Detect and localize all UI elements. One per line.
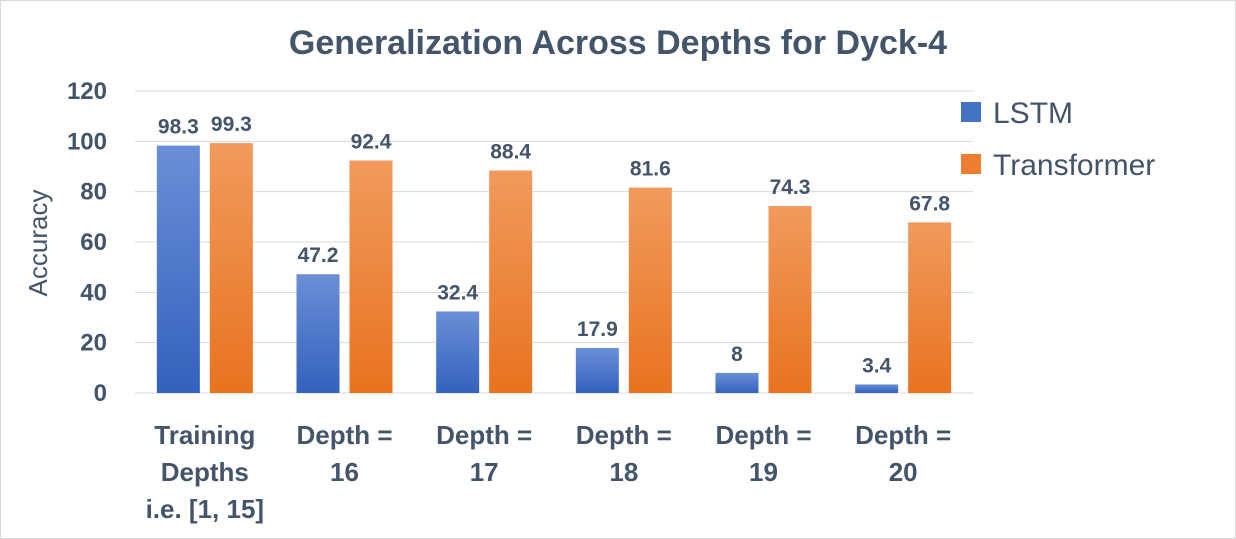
y-tick-label: 80 [80, 179, 107, 206]
x-tick-label: Depth = [855, 420, 951, 450]
data-label-transformer-1: 92.4 [351, 130, 392, 153]
x-tick-label: Depth = [296, 420, 392, 450]
gridlines [135, 90, 973, 394]
y-axis-label: Accuracy [23, 190, 53, 297]
data-label-transformer-3: 81.6 [630, 158, 671, 181]
data-label-lstm-4: 8 [731, 343, 743, 366]
data-label-transformer-5: 67.8 [909, 192, 950, 215]
data-label-lstm-5: 3.4 [862, 354, 892, 377]
bar-lstm-5 [855, 384, 899, 393]
legend-label-lstm: LSTM [993, 97, 1073, 130]
data-label-lstm-3: 17.9 [577, 318, 618, 341]
data-label-transformer-0: 99.3 [211, 113, 252, 136]
data-label-lstm-2: 32.4 [437, 281, 478, 304]
bar-lstm-0 [156, 145, 200, 393]
bar-transformer-4 [768, 206, 812, 393]
bar-transformer-5 [908, 222, 952, 393]
data-label-lstm-0: 98.3 [158, 116, 199, 139]
bar-transformer-3 [628, 187, 672, 393]
x-tick-label: Training [154, 420, 255, 450]
x-tick-label: 16 [330, 457, 359, 487]
x-tick-label: Depths [161, 457, 249, 487]
x-tick-label: Depth = [715, 420, 811, 450]
x-tick-label: 18 [609, 457, 638, 487]
data-label-transformer-2: 88.4 [490, 141, 531, 164]
bar-lstm-3 [575, 347, 619, 393]
y-tick-label: 20 [80, 330, 107, 357]
legend-swatch-lstm [961, 102, 981, 122]
legend-label-transformer: Transformer [993, 149, 1155, 182]
legend-swatch-transformer [961, 154, 981, 174]
data-label-lstm-1: 47.2 [298, 244, 339, 267]
y-axis-ticks: 0 20 40 60 80 100 120 [67, 78, 107, 407]
y-tick-label: 60 [80, 229, 107, 256]
bar-transformer-2 [489, 170, 533, 393]
x-tick-label: 17 [470, 457, 499, 487]
legend: LSTM Transformer [961, 97, 1155, 182]
x-tick-label: Depth = [436, 420, 532, 450]
y-tick-label: 120 [67, 78, 107, 105]
y-tick-label: 100 [67, 128, 107, 155]
x-tick-label: Depth = [576, 420, 672, 450]
x-tick-label: 20 [889, 457, 918, 487]
x-axis-ticks: Training Depths i.e. [1, 15] Depth = 16 Depth… [146, 420, 952, 524]
data-labels: 98.3 99.3 47.2 92.4 32.4 88.4 17.9 81.6 8 74.3 3.4… [158, 113, 951, 377]
y-tick-label: 40 [80, 279, 107, 306]
x-tick-label: i.e. [1, 15] [146, 494, 265, 524]
data-label-transformer-4: 74.3 [770, 176, 811, 199]
bar-transformer-1 [349, 160, 393, 393]
bar-lstm-2 [436, 311, 480, 393]
x-tick-label: 19 [749, 457, 778, 487]
bar-lstm-4 [715, 372, 759, 393]
bars [156, 143, 952, 393]
bar-lstm-1 [296, 274, 340, 393]
chart-title: Generalization Across Depths for Dyck-4 [289, 24, 947, 62]
y-tick-label: 0 [94, 380, 107, 407]
bar-transformer-0 [209, 143, 253, 393]
